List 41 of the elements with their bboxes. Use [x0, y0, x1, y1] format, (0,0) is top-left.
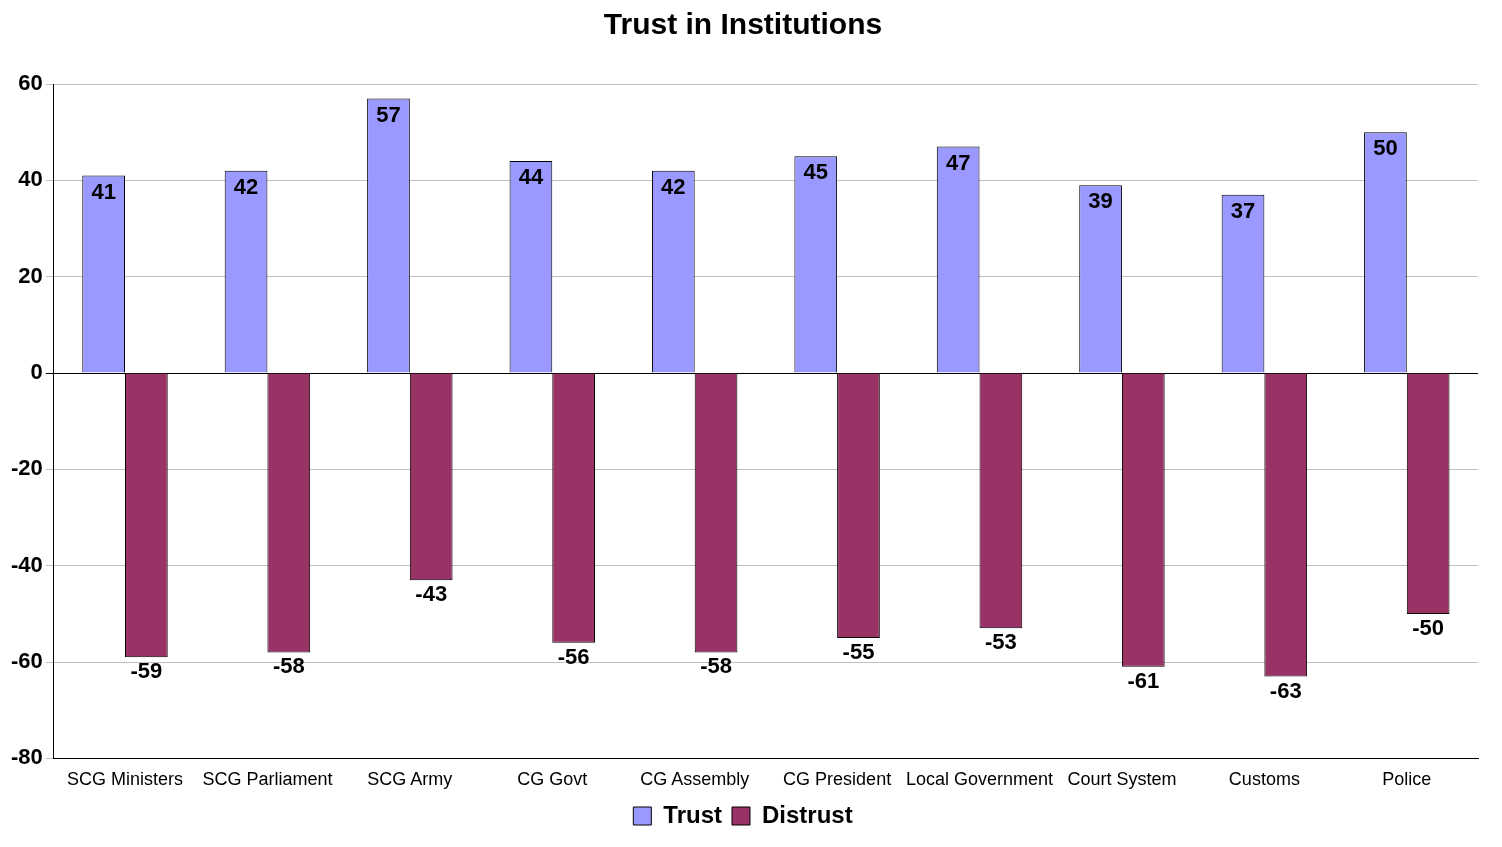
data-label: 37 [1230, 197, 1256, 223]
y-tick-label: 0 [30, 359, 43, 385]
data-label: 45 [803, 159, 828, 185]
chart-title: Trust in Institutions [603, 7, 883, 41]
data-label: 42 [233, 173, 259, 199]
x-tick-label: SCG Ministers [67, 769, 184, 790]
data-label: -56 [557, 643, 590, 669]
x-tick-label: CG Govt [517, 769, 588, 790]
data-label: 50 [1373, 135, 1398, 161]
y-tick-label: -60 [11, 648, 43, 674]
data-label: 42 [661, 173, 686, 199]
x-tick-label: Court System [1067, 769, 1177, 790]
x-tick-label: SCG Army [367, 769, 453, 790]
x-tick-label: SCG Parliament [202, 769, 333, 790]
x-tick-label: Police [1382, 769, 1432, 790]
y-tick-label: -80 [11, 744, 43, 770]
data-label: -55 [842, 639, 875, 665]
y-tick-label: -40 [11, 551, 43, 577]
data-label: -61 [1127, 667, 1160, 693]
data-label: 41 [91, 178, 116, 204]
y-tick-label: 60 [18, 70, 43, 96]
data-label: -53 [984, 629, 1017, 655]
legend-label: Trust [663, 800, 723, 828]
data-label: 57 [376, 101, 401, 127]
y-tick-label: -20 [11, 455, 43, 481]
data-label: 47 [945, 149, 971, 175]
data-label: -43 [415, 581, 448, 607]
data-label: 39 [1088, 188, 1113, 214]
data-label: 44 [518, 164, 544, 190]
x-tick-label: Local Government [905, 769, 1054, 790]
x-tick-label: Customs [1228, 769, 1300, 790]
y-tick-label: 20 [18, 262, 43, 288]
data-label: -63 [1269, 677, 1302, 703]
data-label: -59 [130, 658, 163, 684]
x-tick-label: CG President [783, 769, 892, 790]
data-label: -58 [700, 653, 732, 679]
legend-label: Distrust [762, 800, 853, 828]
data-label: -58 [272, 653, 305, 679]
x-tick-label: CG Assembly [640, 769, 750, 790]
y-tick-label: 40 [18, 166, 43, 192]
data-label: -50 [1412, 614, 1445, 640]
